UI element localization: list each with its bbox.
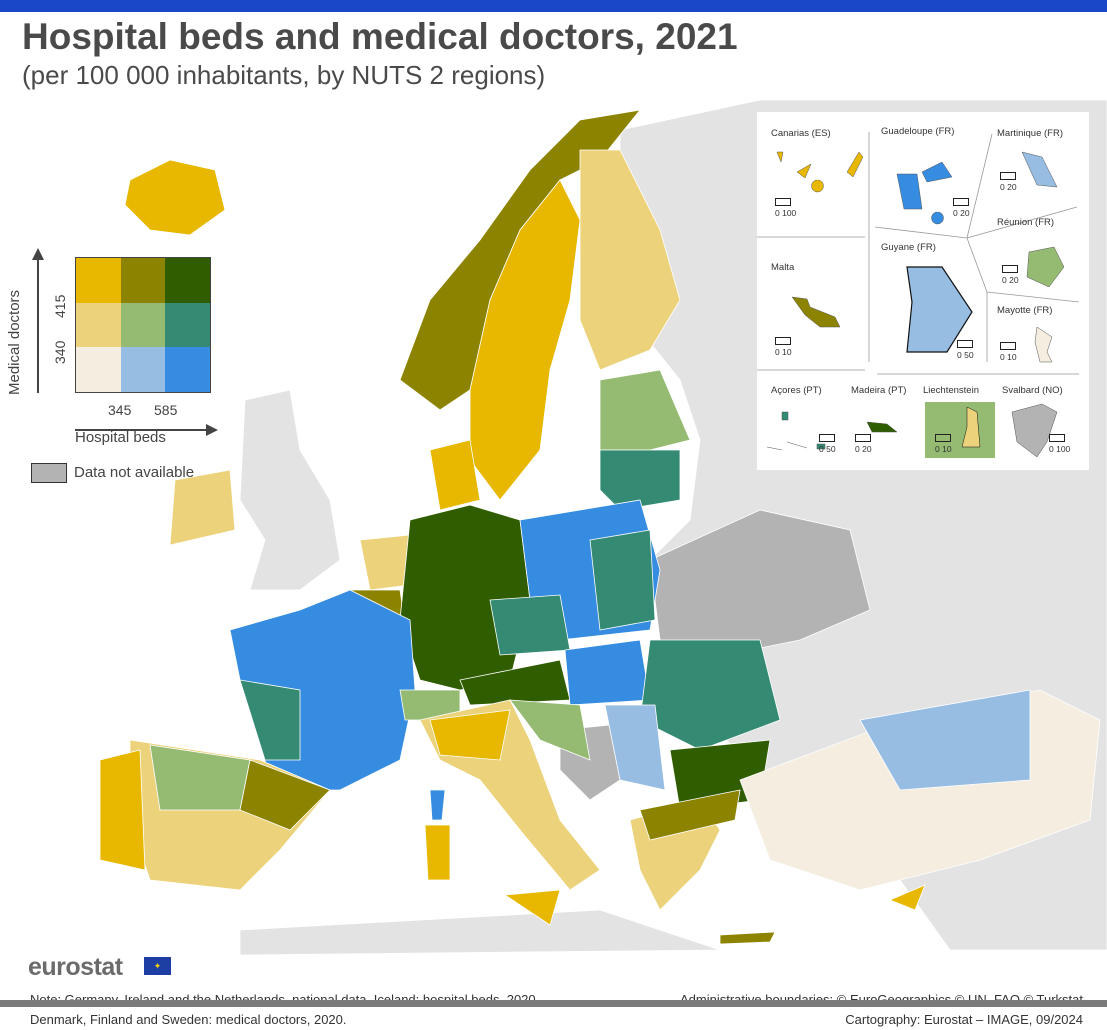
scale-bar-svalbard: 0 100 (1049, 434, 1070, 454)
france-west (239, 679, 301, 761)
inset-label-canarias: Canarias (ES) (771, 128, 831, 139)
serbia (604, 704, 666, 791)
guyane-shape (906, 266, 973, 353)
top-bar (0, 0, 1107, 12)
x-axis-label: Hospital beds (75, 429, 166, 446)
legend-cell-mid-doctors-mid-beds (120, 302, 166, 348)
scale-bar-canarias: 0 100 (775, 198, 796, 218)
italy-north (429, 709, 511, 761)
crete (719, 931, 776, 945)
finland (579, 149, 681, 371)
legend-cell-low-doctors-high-beds (165, 347, 210, 392)
legend-cell-high-doctors-low-beds (76, 258, 121, 303)
legend-axes (32, 248, 218, 436)
bivariate-legend-grid (75, 257, 211, 393)
sweden (469, 179, 581, 501)
legend-cell-mid-doctors-low-beds (76, 302, 121, 348)
corsica (429, 789, 446, 821)
inset-label-acores: Açores (PT) (771, 385, 822, 396)
inset-shapes (757, 132, 1080, 458)
svalbard-shape (1011, 403, 1058, 458)
liechtenstein-shape (961, 406, 981, 448)
legend-cell-high-doctors-mid-beds (120, 258, 166, 303)
mayotte-shape (1034, 326, 1053, 363)
eurostat-logo: eurostat (28, 953, 123, 981)
eu-flag-icon: ✦ (144, 957, 171, 975)
germany (399, 504, 531, 691)
madeira-shape (866, 421, 898, 433)
acores-shape (766, 411, 826, 451)
not-available-swatch (31, 463, 67, 483)
denmark (429, 439, 481, 511)
portugal (99, 749, 146, 871)
inset-label-guyane: Guyane (FR) (881, 242, 936, 253)
scale-bar-madeira: 0 20 (855, 434, 872, 454)
y-tick-340: 340 (52, 340, 68, 364)
legend-cell-high-doctors-high-beds (165, 258, 210, 303)
martinique-shape (1021, 151, 1058, 188)
estonia-latvia (599, 369, 691, 451)
inset-label-svalbard: Svalbard (NO) (1002, 385, 1063, 396)
uk (239, 389, 341, 591)
scale-bar-liechtenstein: 0 10 (935, 434, 952, 454)
poland-east (589, 529, 656, 631)
y-axis-label: Medical doctors (6, 289, 23, 395)
map-subtitle: (per 100 000 inhabitants, by NUTS 2 regi… (22, 60, 546, 90)
credits: Administrative boundaries: © EuroGeograp… (680, 990, 1083, 1030)
cyprus (888, 884, 926, 911)
north-africa (239, 909, 721, 955)
turkey-east (859, 689, 1031, 791)
scale-bar-reunion: 0 20 (1002, 265, 1019, 285)
reunion-shape (1026, 246, 1065, 288)
inset-label-madeira: Madeira (PT) (851, 385, 907, 396)
inset-label-mayotte: Mayotte (FR) (997, 305, 1053, 316)
czechia (489, 594, 571, 656)
inset-label-martinique: Martinique (FR) (997, 128, 1063, 139)
inset-label-liechtenstein: Liechtenstein (923, 385, 979, 396)
spain-east (239, 759, 331, 831)
malta-shape (791, 296, 841, 328)
scale-bar-guyane: 0 50 (957, 340, 974, 360)
bottom-scrollbar (0, 1000, 1107, 1007)
sardinia (424, 824, 451, 881)
guadeloupe-shape (896, 161, 953, 225)
inset-label-reunion: Réunion (FR) (997, 217, 1055, 228)
scale-bar-guadeloupe: 0 20 (953, 198, 970, 218)
footnote: Note: Germany, Ireland and the Netherlan… (30, 992, 539, 1027)
scale-bar-acores: 0 50 (819, 434, 836, 454)
legend-cell-mid-doctors-high-beds (165, 302, 210, 348)
lithuania (599, 449, 681, 511)
croatia-slovenia (509, 699, 591, 761)
legend-cell-low-doctors-mid-beds (120, 347, 166, 392)
not-available-label: Data not available (74, 464, 195, 481)
inset-label-guadeloupe: Guadeloupe (FR) (881, 126, 955, 137)
hungary (564, 639, 651, 706)
x-tick-585: 585 (154, 402, 178, 418)
credit-cartography: Cartography: Eurostat – IMAGE, 09/2024 (845, 1012, 1083, 1027)
canarias-shape (776, 151, 864, 193)
scale-bar-malta: 0 10 (775, 337, 792, 357)
scale-bar-mayotte: 0 10 (1000, 342, 1017, 362)
greece-north (639, 789, 741, 841)
map-title: Hospital beds and medical doctors, 2021 (22, 16, 738, 57)
netherlands (359, 534, 411, 591)
legend-cell-low-doctors-low-beds (76, 347, 121, 392)
spain-north (149, 744, 251, 811)
sicily (503, 889, 561, 926)
scale-bar-martinique: 0 20 (1000, 172, 1017, 192)
iceland (124, 159, 226, 236)
inset-panel: Canarias (ES) Guadeloupe (FR) Martinique… (757, 112, 1089, 470)
inset-label-malta: Malta (771, 262, 795, 273)
ireland (169, 469, 236, 546)
y-tick-415: 415 (52, 294, 68, 318)
x-tick-345: 345 (108, 402, 132, 418)
